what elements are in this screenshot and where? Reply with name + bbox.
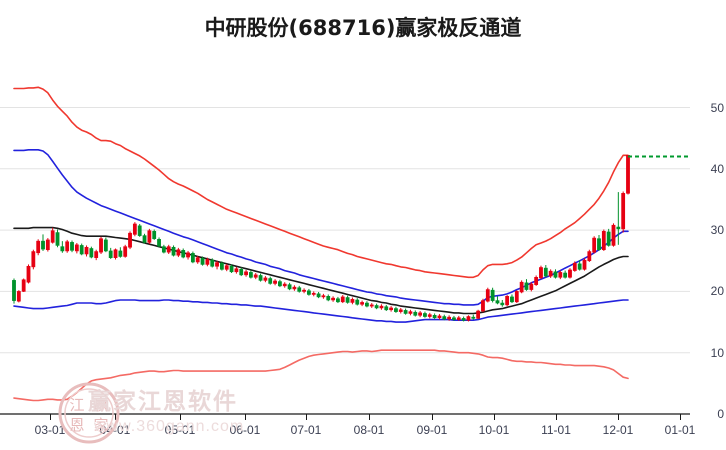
x-tick-mark <box>245 414 246 420</box>
y-tick-label: 40 <box>710 161 724 176</box>
chart-canvas <box>0 86 690 415</box>
y-tick-label: 20 <box>710 284 724 299</box>
x-tick-label: 11-01 <box>541 423 571 437</box>
x-tick-mark <box>432 414 433 420</box>
x-tick-label: 08-01 <box>353 423 385 437</box>
x-tick-mark <box>680 414 681 420</box>
y-tick-label: 0 <box>717 407 724 421</box>
x-tick-mark <box>556 414 557 420</box>
x-tick-label: 03-01 <box>34 423 66 437</box>
y-tick-label: 30 <box>710 223 724 238</box>
x-tick-mark <box>618 414 619 420</box>
x-tick-mark <box>369 414 370 420</box>
y-tick-label: 50 <box>710 100 724 115</box>
x-tick-label: 12-01 <box>602 423 634 437</box>
x-tick-label: 05-01 <box>164 423 196 437</box>
y-tick-label: 10 <box>710 345 724 360</box>
x-tick-label: 06-01 <box>229 423 261 437</box>
x-tick-mark <box>306 414 307 420</box>
x-tick-mark <box>115 414 116 420</box>
x-tick-mark <box>50 414 51 420</box>
page-title: 中研股份(688716)赢家极反通道 <box>204 16 522 40</box>
x-tick-mark <box>180 414 181 420</box>
x-tick-label: 09-01 <box>416 423 448 437</box>
x-tick-label: 01-01 <box>664 423 696 437</box>
x-tick-label: 10-01 <box>478 423 510 437</box>
x-tick-mark <box>494 414 495 420</box>
x-tick-label: 04-01 <box>99 423 131 437</box>
chart-plot-area[interactable] <box>0 60 690 415</box>
x-tick-label: 07-01 <box>290 423 322 437</box>
